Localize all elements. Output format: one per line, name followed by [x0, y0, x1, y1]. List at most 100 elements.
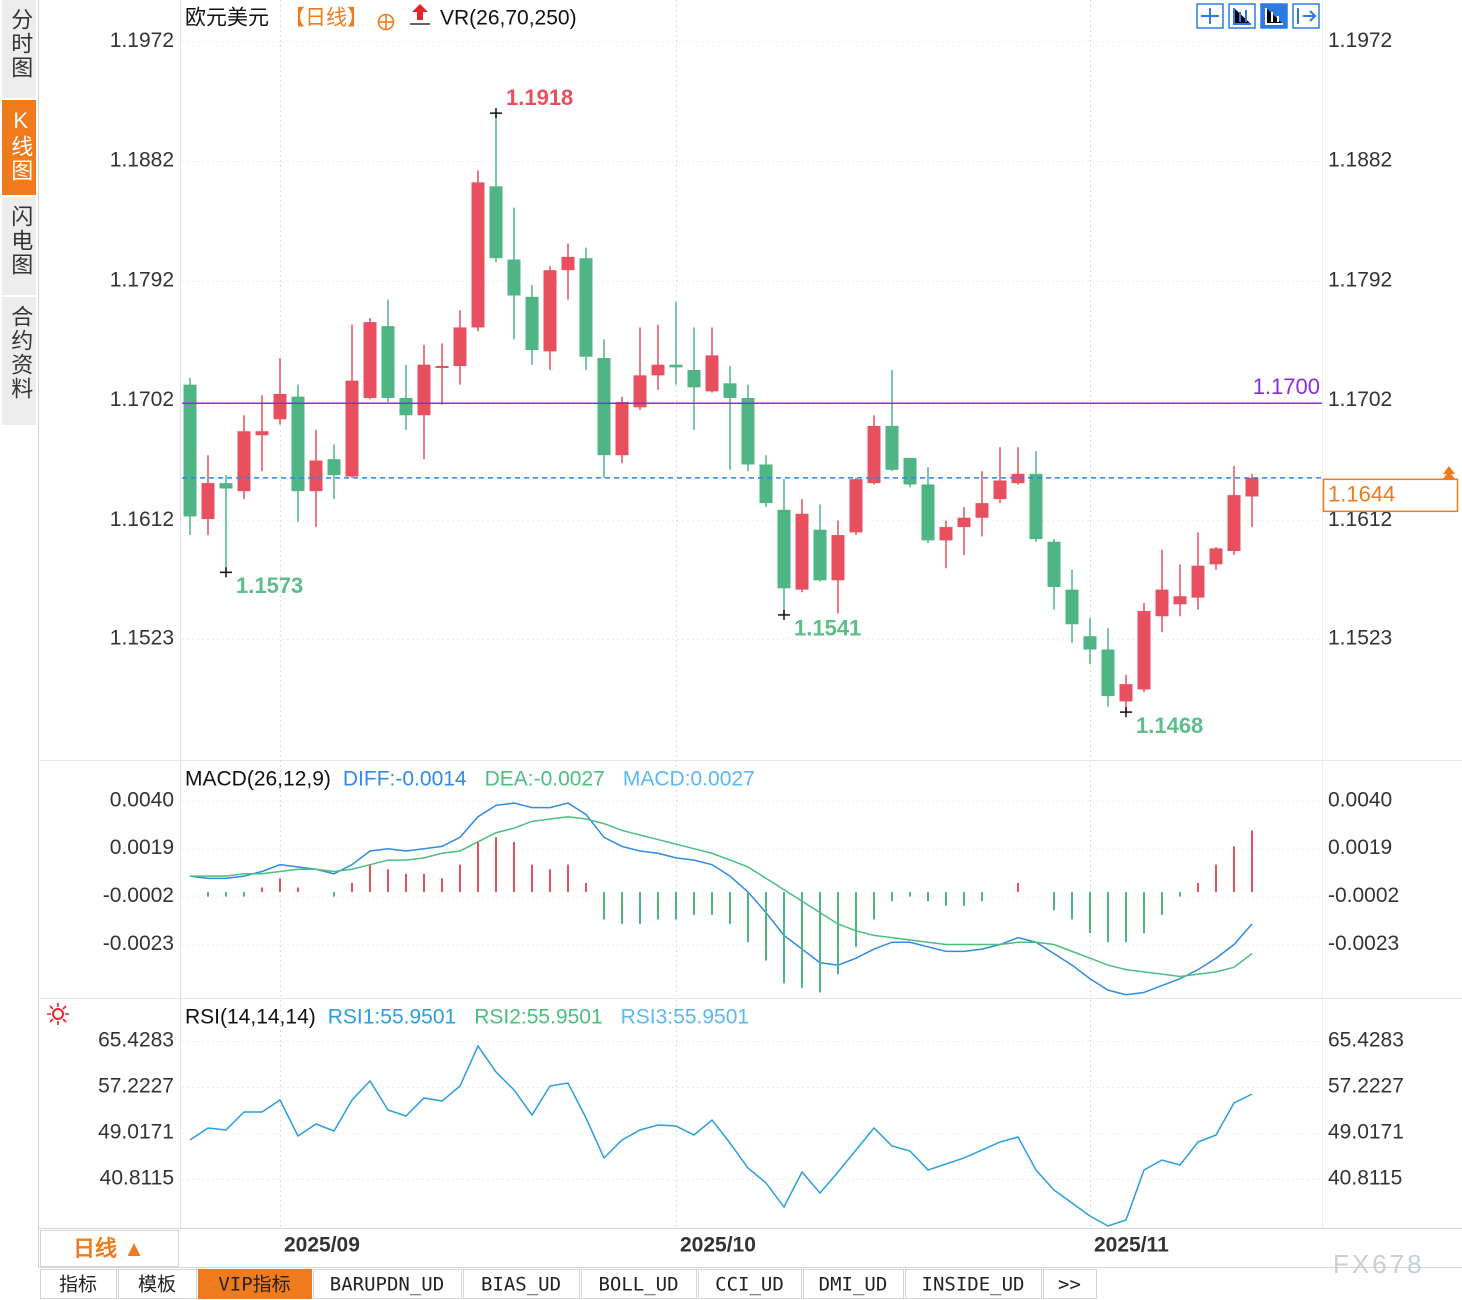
candle-body — [687, 370, 701, 388]
scroll-marker[interactable] — [1443, 466, 1455, 479]
y-tick-label: 1.1612 — [110, 508, 174, 531]
tab-label[interactable]: >> — [1058, 1274, 1081, 1296]
series-line — [189, 802, 1253, 996]
toolbar-button[interactable] — [1228, 3, 1256, 29]
candle-body — [1083, 636, 1097, 650]
tab[interactable] — [313, 1269, 462, 1299]
candle-body — [1119, 684, 1133, 702]
y-tick-label: 1.1702 — [110, 388, 174, 411]
tab[interactable] — [581, 1269, 697, 1299]
candle-body — [543, 270, 557, 352]
legend-entry: MACD:0.0027 — [623, 768, 755, 791]
candle-body — [453, 327, 467, 367]
candle-body — [363, 322, 377, 398]
y-tick-label-right: 1.1972 — [1328, 29, 1392, 52]
candle-body — [273, 393, 287, 420]
settings-icon[interactable] — [377, 13, 395, 31]
candle-body — [1173, 596, 1187, 605]
y-tick-label-right: 1.1882 — [1328, 149, 1392, 172]
candle-body — [291, 396, 305, 492]
tab-label[interactable]: BOLL_UD — [598, 1274, 678, 1296]
tab-label[interactable]: BIAS_UD — [481, 1274, 561, 1296]
tab-bar: 指标 模板 VIP指标 BARUPDN_UD BIAS_UD BOLL_UD CCI_UD D… — [40, 1269, 1097, 1299]
candle-body — [723, 383, 737, 398]
y-tick-label: -0.0002 — [103, 884, 174, 907]
tab-label[interactable]: INSIDE_UD — [922, 1274, 1025, 1296]
candle-body — [327, 459, 341, 476]
tab[interactable] — [118, 1269, 197, 1299]
watermark: FX678 — [1333, 1249, 1425, 1279]
candle-body — [399, 397, 413, 416]
candle-body — [237, 431, 251, 492]
period-button-label[interactable]: 日线 ▲ — [73, 1236, 145, 1261]
y-tick-label-right: 1.1792 — [1328, 268, 1392, 291]
candle-body — [831, 535, 845, 581]
tab[interactable] — [698, 1269, 802, 1299]
sidebar-tab-label[interactable]: 闪电图 — [8, 205, 33, 277]
tab-label[interactable]: VIP指标 — [218, 1274, 290, 1296]
y-tick-label-right: 0.0019 — [1328, 836, 1392, 859]
indicator-arrow-icon — [410, 4, 430, 25]
tab[interactable] — [905, 1269, 1042, 1299]
tab-label[interactable]: DMI_UD — [819, 1274, 888, 1296]
tab[interactable] — [1043, 1269, 1097, 1299]
candle-body — [1191, 565, 1205, 598]
series-line — [190, 816, 1253, 978]
indicator-title: RSI(14,14,14) — [185, 1006, 316, 1029]
tab[interactable] — [803, 1269, 904, 1299]
tab[interactable] — [463, 1269, 580, 1299]
candle-body — [795, 513, 809, 590]
tab[interactable] — [198, 1269, 312, 1299]
candle-body — [1011, 473, 1025, 484]
y-tick-label-right: 0.0040 — [1328, 788, 1392, 811]
y-tick-label: 57.2227 — [98, 1075, 174, 1098]
y-tick-label: 65.4283 — [98, 1029, 174, 1052]
candle-body — [939, 527, 953, 541]
candle-body — [381, 326, 395, 398]
sidebar-tab-label[interactable]: 分时图 — [8, 8, 33, 80]
legend-entry: RSI1:55.9501 — [328, 1006, 456, 1029]
x-tick-label: 2025/11 — [1094, 1234, 1169, 1257]
tab[interactable] — [40, 1269, 117, 1299]
tab-label[interactable]: CCI_UD — [715, 1274, 784, 1296]
toolbar — [1196, 3, 1320, 29]
indicator-title: MACD(26,12,9) — [185, 768, 331, 791]
candle-body — [561, 256, 575, 271]
sidebar-tab[interactable] — [2, 297, 36, 425]
toolbar-button[interactable] — [1260, 3, 1288, 29]
candle-body — [201, 483, 215, 520]
toolbar-button[interactable] — [1292, 3, 1320, 29]
candle-body — [255, 431, 269, 436]
y-tick-label: 1.1523 — [110, 626, 174, 649]
candle-body — [1047, 541, 1061, 587]
toolbar-button[interactable] — [1196, 3, 1224, 29]
candle-body — [615, 401, 629, 456]
candle-body — [975, 503, 989, 518]
sidebar-tab[interactable] — [2, 197, 36, 295]
y-tick-label: 1.1972 — [110, 29, 174, 52]
y-tick-label-right: -0.0002 — [1328, 884, 1399, 907]
candle-body — [957, 517, 971, 528]
candle-body — [1155, 589, 1169, 617]
y-tick-label: 1.1882 — [110, 149, 174, 172]
candle-body — [867, 425, 881, 484]
tab-label[interactable]: BARUPDN_UD — [330, 1274, 444, 1296]
candle-body — [471, 182, 485, 328]
candle-body — [1101, 649, 1115, 697]
sidebar-tab-label[interactable]: 合约资料 — [8, 305, 33, 401]
candle-body — [597, 358, 611, 456]
candle-body — [1209, 548, 1223, 565]
y-tick-label-right: 65.4283 — [1328, 1029, 1404, 1052]
indicator-label: VR(26,70,250) — [440, 7, 577, 30]
sidebar-tab-label[interactable]: K线图 — [8, 108, 33, 183]
symbol-title: 欧元美元 — [185, 7, 269, 30]
legend-entry: DEA:-0.0027 — [485, 768, 605, 791]
candle-body — [741, 397, 755, 465]
sidebar-tab[interactable] — [2, 100, 36, 195]
period-button[interactable]: 日线 ▲ — [40, 1230, 179, 1267]
tab-label[interactable]: 指标 — [59, 1274, 97, 1296]
sidebar-tab[interactable] — [2, 0, 36, 98]
tab-label[interactable]: 模板 — [138, 1274, 176, 1296]
